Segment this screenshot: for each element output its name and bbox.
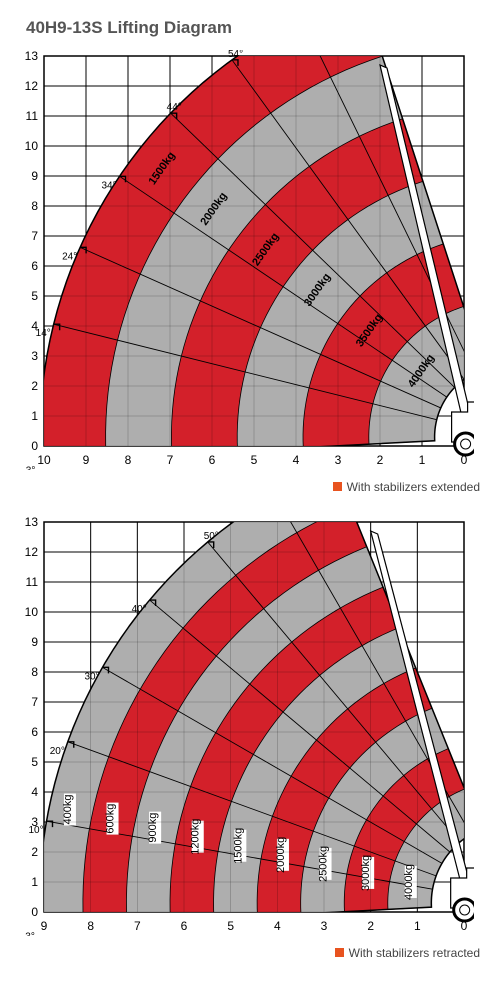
svg-text:4: 4: [274, 919, 281, 933]
svg-text:1: 1: [419, 453, 426, 467]
legend-retracted: With stabilizers retracted: [14, 942, 486, 982]
svg-text:3: 3: [321, 919, 328, 933]
svg-text:8: 8: [87, 919, 94, 933]
svg-text:1: 1: [31, 875, 38, 889]
svg-text:5: 5: [251, 453, 258, 467]
svg-text:34°: 34°: [102, 180, 117, 191]
svg-text:1: 1: [31, 409, 38, 423]
svg-text:2500kg: 2500kg: [318, 846, 330, 882]
svg-text:5: 5: [31, 289, 38, 303]
svg-text:2: 2: [367, 919, 374, 933]
svg-text:900kg: 900kg: [147, 813, 159, 843]
svg-text:7: 7: [31, 695, 38, 709]
svg-text:10: 10: [25, 139, 39, 153]
svg-text:7: 7: [31, 229, 38, 243]
svg-text:2: 2: [31, 379, 38, 393]
svg-text:4: 4: [31, 785, 38, 799]
svg-text:2: 2: [31, 845, 38, 859]
svg-text:20°: 20°: [50, 746, 65, 757]
svg-text:3: 3: [31, 349, 38, 363]
svg-text:9: 9: [83, 453, 90, 467]
svg-text:13: 13: [25, 50, 39, 63]
svg-text:8: 8: [125, 453, 132, 467]
svg-text:400kg: 400kg: [62, 795, 74, 825]
svg-text:10: 10: [25, 605, 39, 619]
svg-text:2: 2: [377, 453, 384, 467]
svg-text:44°: 44°: [167, 102, 182, 113]
svg-text:10: 10: [37, 453, 51, 467]
svg-text:9: 9: [31, 169, 38, 183]
svg-text:12: 12: [25, 79, 39, 93]
svg-text:5: 5: [31, 755, 38, 769]
svg-text:1200kg: 1200kg: [190, 819, 202, 855]
svg-text:5: 5: [227, 919, 234, 933]
svg-text:600kg: 600kg: [105, 804, 117, 834]
svg-text:6: 6: [209, 453, 216, 467]
svg-text:0: 0: [31, 439, 38, 453]
svg-text:50°: 50°: [204, 531, 219, 542]
svg-text:-3°: -3°: [22, 932, 35, 936]
svg-text:9: 9: [31, 635, 38, 649]
svg-text:54°: 54°: [228, 50, 243, 60]
chart-extended: -3°14°24°34°44°54°64°72°1500kg2000kg2500…: [14, 50, 474, 470]
svg-text:40°: 40°: [132, 604, 147, 615]
svg-text:3: 3: [31, 815, 38, 829]
svg-text:7: 7: [167, 453, 174, 467]
svg-text:6: 6: [31, 259, 38, 273]
svg-text:-3°: -3°: [22, 465, 35, 470]
svg-text:4: 4: [31, 319, 38, 333]
svg-text:3000kg: 3000kg: [360, 855, 372, 891]
svg-text:6: 6: [31, 725, 38, 739]
svg-text:11: 11: [26, 575, 39, 589]
svg-text:7: 7: [134, 919, 141, 933]
svg-text:1500kg: 1500kg: [232, 828, 244, 864]
svg-text:4: 4: [293, 453, 300, 467]
svg-text:9: 9: [41, 919, 48, 933]
page-title: 40H9-13S Lifting Diagram: [26, 18, 486, 38]
svg-text:2000kg: 2000kg: [275, 837, 287, 873]
legend-extended: With stabilizers extended: [14, 476, 486, 516]
svg-text:12: 12: [25, 545, 39, 559]
svg-text:6: 6: [181, 919, 188, 933]
svg-text:1: 1: [414, 919, 421, 933]
svg-text:11: 11: [26, 109, 39, 123]
svg-text:13: 13: [25, 516, 39, 529]
svg-text:8: 8: [31, 665, 38, 679]
chart-retracted: -3°10°20°30°40°50°60°68°400kg600kg900kg1…: [14, 516, 474, 936]
svg-text:0: 0: [31, 905, 38, 919]
svg-text:8: 8: [31, 199, 38, 213]
svg-text:3: 3: [335, 453, 342, 467]
svg-text:24°: 24°: [62, 251, 77, 262]
svg-text:30°: 30°: [84, 671, 99, 682]
